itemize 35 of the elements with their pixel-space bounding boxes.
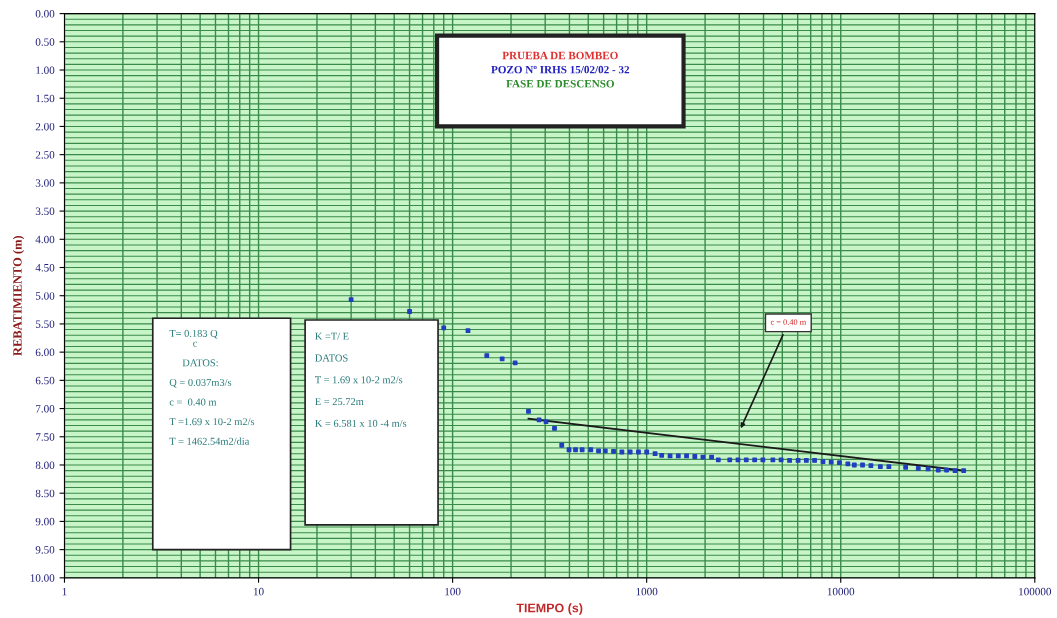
y-tick-label: 5.00 (35, 292, 55, 300)
y-tick-label: 6.00 (35, 348, 55, 357)
text: K =T/ E DATOS T = 1.69 x 10-2 m2/s E = 25.72m K = 6.581 x 10 -4 m/s (315, 332, 407, 427)
y-tick-label: 7.50 (36, 433, 55, 441)
y-axis-title: REBATIMIENTO (m) (12, 235, 25, 356)
y-tick-label: 1.00 (36, 66, 55, 75)
y-tick-label: 10.00 (30, 574, 55, 582)
x-tick-label: 10000 (827, 587, 855, 596)
y-tick-label: 7.00 (36, 405, 55, 413)
y-tick-label: 3.50 (35, 207, 55, 216)
y-tick-label: 8.50 (35, 489, 55, 498)
y-tick-label: 9.50 (35, 546, 55, 554)
y-tick-label: 9.00 (35, 517, 55, 526)
annotation: FASE DE DESCENSO (506, 80, 615, 88)
x-tick-label: 1000 (636, 587, 658, 596)
y-tick-label: 2.00 (35, 122, 55, 131)
x-axis-title: TIEMPO (s) (516, 603, 583, 615)
text: T= 0.183 Q c DATOS: Q = 0.037m3/s c = 0.40 m T =1.69 x 10-2 m2/s T = 1462.54m2/dia (169, 329, 255, 445)
y-tick-label: 4.00 (35, 235, 55, 244)
y-tick-label: 0.50 (35, 38, 55, 46)
x-tick-label: 10 (253, 587, 264, 596)
text: PRUEBA DE BOMBEO (502, 51, 618, 60)
y-tick-label: 3.00 (35, 179, 55, 187)
y-tick-label: 2.50 (35, 151, 55, 159)
text: POZO Nº IRHS 15/02/02 - 32 (491, 65, 630, 74)
x-tick-label: 100 (445, 587, 461, 596)
y-tick-label: 4.50 (35, 263, 55, 272)
y-tick-label: 1.50 (36, 94, 55, 103)
y-tick-label: 5.50 (35, 320, 55, 328)
x-tick-label: 1 (62, 587, 67, 596)
y-tick-label: 6.50 (35, 376, 55, 385)
x-tick-label: 100000 (1019, 587, 1052, 596)
y-tick-label: 8.00 (35, 461, 55, 469)
y-tick-label: 0.00 (35, 10, 55, 18)
annotation: c = 0.40 m (770, 319, 807, 325)
